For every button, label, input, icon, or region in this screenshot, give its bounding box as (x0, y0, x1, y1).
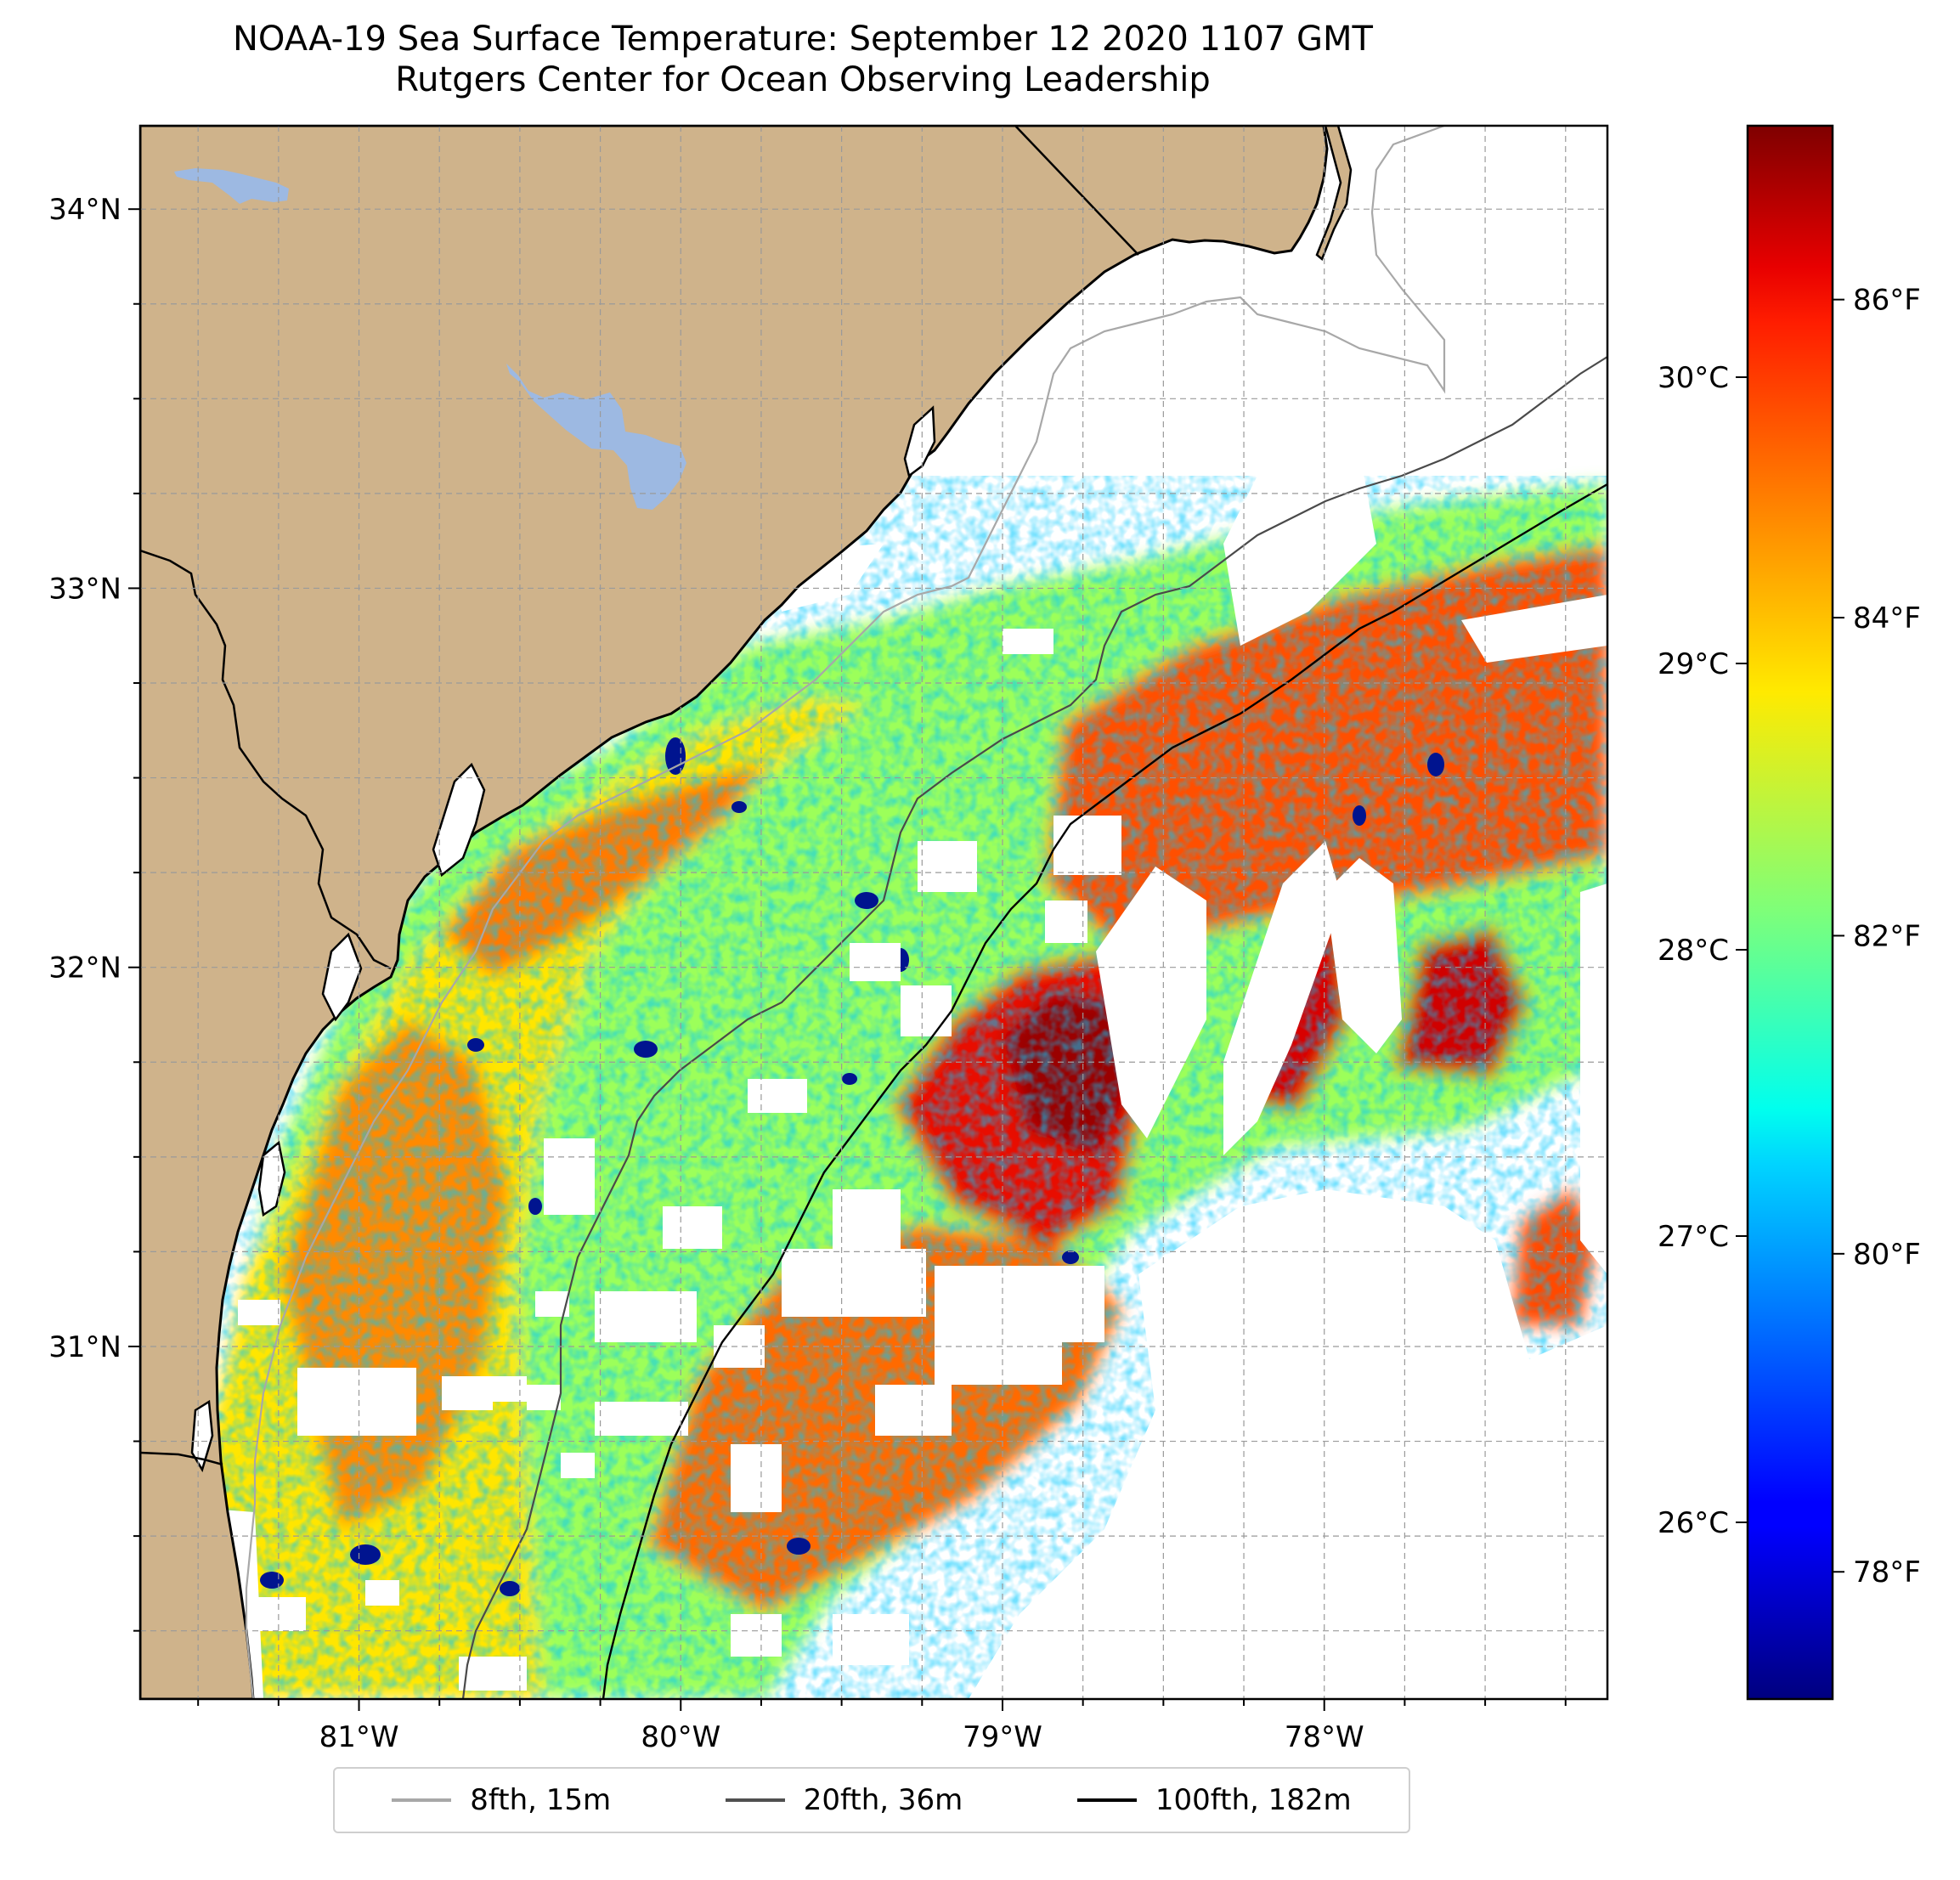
state-border-fl-ga (140, 1451, 223, 1466)
celsius-tick-label: 28°C (1658, 934, 1729, 968)
lat-tick-label: 32°N (48, 951, 121, 985)
lat-tick-label: 34°N (48, 193, 121, 227)
legend-label-182m: 100fth, 182m (1155, 1783, 1352, 1817)
isobath-legend: 8fth, 15m 20fth, 36m 100fth, 182m (333, 1767, 1410, 1833)
lon-tick-label: 81°W (319, 1720, 399, 1754)
legend-label-36m: 20fth, 36m (803, 1783, 963, 1817)
land-inlet-4 (190, 1399, 214, 1473)
celsius-tick-label: 27°C (1658, 1220, 1729, 1254)
legend-item-36m: 20fth, 36m (725, 1783, 963, 1817)
isobath-182m (602, 483, 1607, 1699)
land-barrier-island (1315, 126, 1353, 262)
colorbar-fahrenheit-ticks: 86°F 84°F 82°F 80°F 78°F (1833, 284, 1921, 1589)
fahrenheit-tick-label: 84°F (1853, 601, 1921, 635)
legend-swatch-182m (1076, 1798, 1137, 1802)
legend-item-182m: 100fth, 182m (1076, 1783, 1352, 1817)
lon-tick-label: 80°W (641, 1720, 720, 1754)
lon-tick-label: 78°W (1285, 1720, 1364, 1754)
lat-tick-label: 33°N (48, 572, 121, 606)
colorbar-gradient (1746, 124, 1834, 1701)
map-frame (138, 124, 1609, 1701)
celsius-tick-label: 26°C (1658, 1506, 1729, 1540)
isobath-36m (461, 356, 1607, 1699)
fahrenheit-tick-label: 80°F (1853, 1238, 1921, 1272)
celsius-tick-label: 29°C (1658, 647, 1729, 681)
land-inlet-2 (432, 762, 486, 878)
celsius-tick-label: 30°C (1658, 361, 1729, 395)
legend-swatch-36m (725, 1798, 785, 1802)
legend-item-15m: 8fth, 15m (392, 1783, 611, 1817)
lat-tick-label: 31°N (48, 1330, 121, 1364)
state-border-sc-nc (1014, 126, 1139, 256)
gridlines (140, 126, 1607, 1699)
land-inlet-1 (903, 405, 936, 478)
legend-label-15m: 8fth, 15m (470, 1783, 612, 1817)
colorbar-celsius-ticks: 30°C 29°C 28°C 27°C 26°C (1658, 361, 1748, 1540)
fahrenheit-tick-label: 86°F (1853, 284, 1921, 318)
isobaths (245, 126, 1607, 1699)
title-line-1: NOAA-19 Sea Surface Temperature: Septemb… (233, 20, 1373, 59)
chart-title: NOAA-19 Sea Surface Temperature: Septemb… (0, 19, 1606, 100)
lat-axis: 34°N 33°N 32°N 31°N (48, 193, 140, 1632)
isobath-15m (245, 126, 1446, 1699)
lake-marion (506, 364, 686, 510)
fahrenheit-tick-label: 78°F (1853, 1555, 1921, 1589)
land-inlet-3 (321, 932, 363, 1022)
state-border-ga-sc (140, 549, 392, 970)
map-area (140, 126, 1607, 1699)
lon-axis: 81°W 80°W 79°W 78°W (197, 1699, 1567, 1754)
land-us-southeast (140, 126, 1329, 1699)
lon-tick-label: 79°W (963, 1720, 1042, 1754)
legend-swatch-15m (392, 1798, 452, 1802)
fahrenheit-tick-label: 82°F (1853, 919, 1921, 953)
lake-northwest (174, 168, 289, 204)
land-mass (140, 126, 1353, 1699)
title-line-2: Rutgers Center for Ocean Observing Leade… (395, 60, 1211, 99)
colorbar: 30°C 29°C 28°C 27°C 26°C 86°F 84°F 82°F 80°F 78°… (1658, 124, 1921, 1701)
